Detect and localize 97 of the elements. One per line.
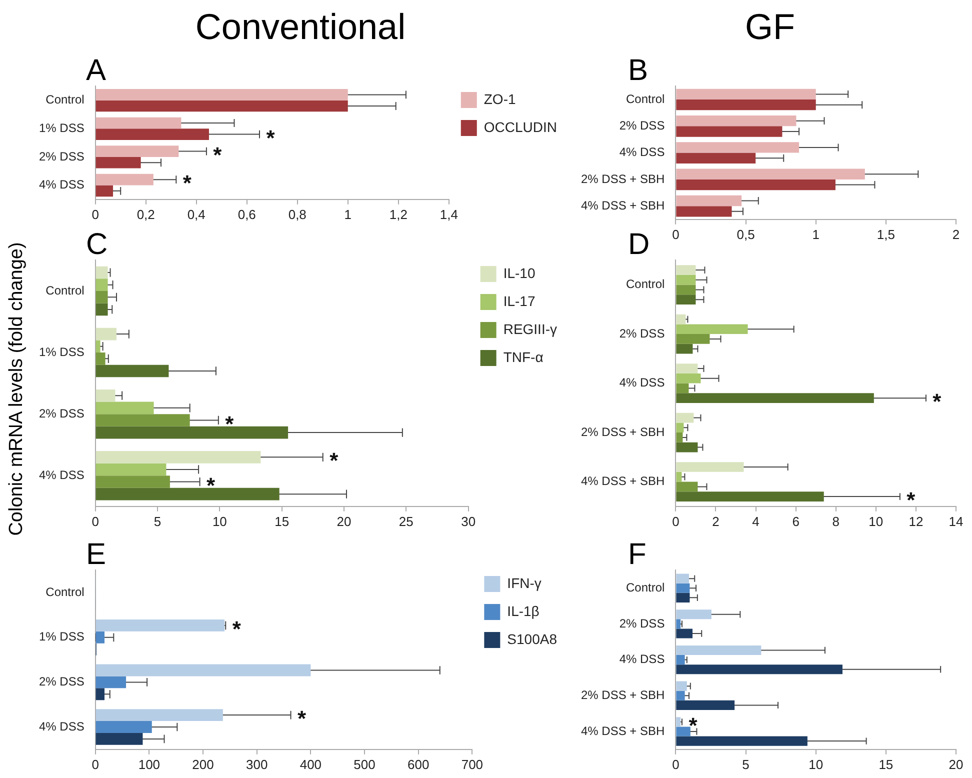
x-tick-label: 25 <box>398 514 414 529</box>
x-tick-label: 0 <box>672 756 680 772</box>
annotation: * <box>225 411 234 436</box>
chart-subtitle: D <box>628 228 650 262</box>
y-tick-label: 4% DSS <box>38 178 84 192</box>
y-tick-label: 4% DSS <box>619 376 665 390</box>
y-tick-label: 2% DSS <box>38 674 84 689</box>
annotation: * <box>182 170 192 196</box>
x-tick-label: 0 <box>92 756 99 772</box>
annotation: * <box>906 488 916 513</box>
x-tick-label: 500 <box>354 756 376 772</box>
x-tick-label: 2 <box>712 514 720 529</box>
chart-title: Conventional <box>194 6 407 48</box>
x-tick-label: 0,5 <box>736 226 755 242</box>
x-tick-label: 8 <box>832 514 840 529</box>
annotation: * <box>688 712 698 738</box>
annotation: * <box>330 448 339 474</box>
y-tick-label: 2% DSS <box>38 406 84 420</box>
x-tick-label: 15 <box>878 756 894 772</box>
y-tick-label: 2% DSS <box>619 118 665 132</box>
chart-subtitle: E <box>86 538 106 572</box>
x-tick-label: 0,6 <box>238 206 256 222</box>
x-tick-label: 10 <box>868 514 884 529</box>
y-tick-label: 2% DSS <box>619 616 665 630</box>
chart-title: GF <box>744 6 796 48</box>
y-tick-label: 2% DSS + SBH <box>581 172 665 186</box>
chart-subtitle: A <box>86 54 106 88</box>
y-tick-label: Control <box>626 277 665 292</box>
legend-label: IFN-γ <box>507 574 542 591</box>
x-tick-label: 4 <box>752 514 760 529</box>
legend-label: S100A8 <box>507 630 558 647</box>
x-tick-label: 0 <box>672 514 680 529</box>
x-tick-label: 600 <box>407 756 430 772</box>
x-tick-label: 10 <box>212 514 227 529</box>
legend-label: IL-17 <box>503 292 536 309</box>
x-tick-label: 14 <box>948 514 964 529</box>
x-tick-label: 200 <box>192 756 214 772</box>
x-tick-label: 5 <box>154 514 162 529</box>
y-tick-label: 2% DSS <box>619 326 665 340</box>
x-tick-label: 5 <box>742 756 750 772</box>
legend-label: ZO-1 <box>484 90 516 107</box>
chart-subtitle: B <box>628 54 648 88</box>
x-tick-label: 0,4 <box>187 206 206 222</box>
x-tick-label: 100 <box>138 756 160 772</box>
annotation: * <box>232 616 242 642</box>
y-tick-label: 1% DSS <box>38 120 84 135</box>
y-tick-label: Control <box>626 92 665 106</box>
x-tick-label: 400 <box>300 756 322 772</box>
annotation: * <box>213 142 222 168</box>
annotation: * <box>206 472 216 498</box>
x-tick-label: 10 <box>808 756 824 772</box>
y-tick-label: 4% DSS + SBH <box>581 724 665 738</box>
y-tick-label: 2% DSS + SBH <box>581 424 665 439</box>
x-tick-label: 0 <box>672 226 680 242</box>
y-tick-label: 4% DSS + SBH <box>581 198 665 212</box>
annotation: * <box>932 389 942 414</box>
x-tick-label: 2 <box>952 226 960 242</box>
y-tick-label: Control <box>46 283 84 298</box>
x-tick-label: 0,2 <box>136 206 155 222</box>
chart-subtitle: F <box>628 538 646 572</box>
legend-label: IL-1β <box>507 602 540 619</box>
x-tick-label: 1,2 <box>389 206 408 222</box>
x-tick-label: 12 <box>908 514 924 529</box>
y-tick-label: Control <box>626 580 665 594</box>
x-tick-label: 700 <box>461 756 484 772</box>
x-tick-label: 15 <box>274 514 290 529</box>
x-tick-label: 1 <box>344 206 352 222</box>
x-tick-label: 1,5 <box>876 226 895 242</box>
y-tick-label: 2% DSS <box>38 149 84 164</box>
y-tick-label: 4% DSS + SBH <box>581 474 665 488</box>
y-tick-label: 4% DSS <box>619 145 665 160</box>
x-tick-label: 6 <box>792 514 800 529</box>
x-tick-label: 0 <box>92 206 99 222</box>
y-tick-label: 4% DSS <box>619 652 665 666</box>
y-tick-label: Control <box>46 92 84 107</box>
y-tick-label: 1% DSS <box>38 630 84 644</box>
chart-subtitle: C <box>86 228 108 262</box>
legend-label: REGIII-γ <box>503 320 558 337</box>
legend-label: TNF-α <box>503 348 544 365</box>
annotation: * <box>297 706 306 732</box>
x-tick-label: 20 <box>948 756 964 772</box>
x-tick-label: 300 <box>246 756 268 772</box>
x-tick-label: 0 <box>92 514 99 529</box>
y-tick-label: Control <box>46 584 84 599</box>
x-tick-label: 0,8 <box>288 206 306 222</box>
y-axis-title: Colonic mRNA levels (fold change) <box>6 242 28 536</box>
x-tick-label: 1 <box>812 226 820 242</box>
y-tick-label: 2% DSS + SBH <box>581 688 665 702</box>
y-tick-label: 4% DSS <box>38 468 84 482</box>
x-tick-label: 1,4 <box>440 206 458 222</box>
legend-label: OCCLUDIN <box>484 118 558 135</box>
annotation: * <box>266 125 276 150</box>
y-tick-label: 1% DSS <box>38 344 84 359</box>
y-tick-label: 4% DSS <box>38 719 84 734</box>
x-tick-label: 20 <box>336 514 352 529</box>
legend-label: IL-10 <box>503 264 536 281</box>
x-tick-label: 30 <box>461 514 476 529</box>
